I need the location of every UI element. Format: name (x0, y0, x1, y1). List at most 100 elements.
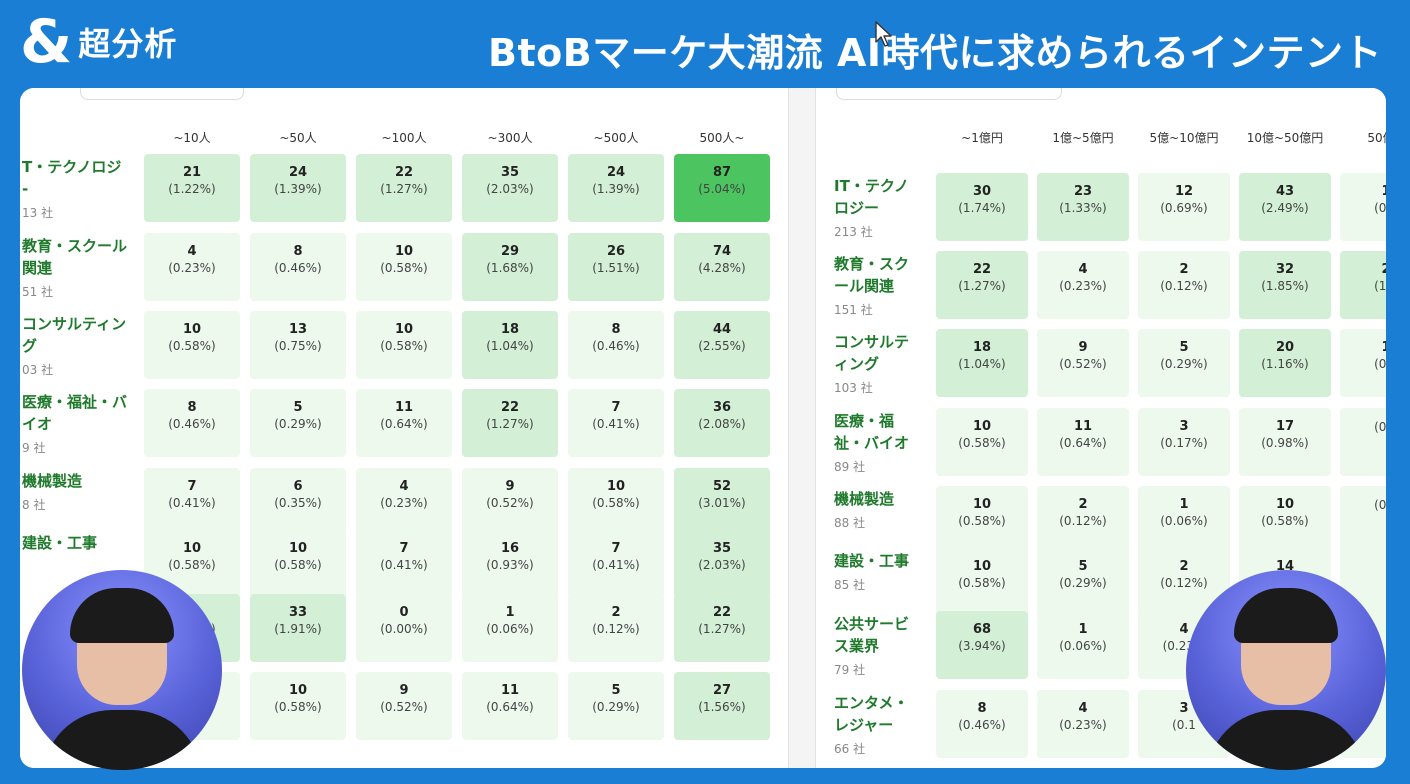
cell-count: 2 (1179, 262, 1189, 277)
heatmap-cell[interactable]: 52 (3.01%) (674, 468, 770, 536)
heatmap-cell[interactable]: 10 (0.58%) (936, 408, 1028, 476)
heatmap-cell[interactable]: 4 (0.23%) (356, 468, 452, 536)
heatmap-cell[interactable]: 33 (1.91%) (250, 594, 346, 662)
heatmap-cell[interactable]: 22 (1.27%) (462, 389, 558, 457)
cell-percentage: (0.8 (1374, 201, 1386, 215)
heatmap-cell[interactable]: 8 (0.46%) (936, 690, 1028, 758)
heatmap-cell[interactable]: 35 (2.03%) (674, 530, 770, 598)
heatmap-cell[interactable]: 2 (0.12%) (1138, 548, 1230, 616)
heatmap-cell[interactable]: 44 (2.55%) (674, 311, 770, 379)
heatmap-cell[interactable]: 1 (0.8 (1340, 173, 1386, 241)
heatmap-cell[interactable]: 32 (1.85%) (1239, 251, 1331, 319)
heatmap-cell[interactable]: 2 (0.12%) (1037, 486, 1129, 554)
heatmap-cell[interactable]: 11 (0.64%) (356, 389, 452, 457)
cell-count: 4 (1179, 622, 1189, 637)
heatmap-cell[interactable]: (0.4 (1340, 408, 1386, 476)
heatmap-cell[interactable]: 26 (1.51%) (568, 233, 664, 301)
heatmap-cell[interactable]: 3 (0.17%) (1138, 408, 1230, 476)
heatmap-cell[interactable]: 10 (0.58%) (1239, 486, 1331, 554)
heatmap-cell[interactable]: 6 (0.35%) (250, 468, 346, 536)
heatmap-cell[interactable]: 43 (2.49%) (1239, 173, 1331, 241)
heatmap-cell[interactable]: 2 (0.12%) (1138, 251, 1230, 319)
heatmap-cell[interactable]: 24 (1.39%) (568, 154, 664, 222)
heatmap-cell[interactable]: 1 (0.6 (1340, 329, 1386, 397)
heatmap-cell[interactable]: 7 (0.41%) (356, 530, 452, 598)
heatmap-cell[interactable]: 18 (1.04%) (936, 329, 1028, 397)
heatmap-cell[interactable]: 8 (0.46%) (250, 233, 346, 301)
heatmap-cell[interactable]: 4 (0.23%) (1037, 690, 1129, 758)
heatmap-cell[interactable]: 35 (2.03%) (462, 154, 558, 222)
cell-count: 2 (1381, 262, 1386, 277)
heatmap-cell[interactable]: (0.4 (1340, 486, 1386, 554)
heatmap-cell[interactable]: 9 (0.52%) (1037, 329, 1129, 397)
heatmap-cell[interactable]: 11 (0.64%) (1037, 408, 1129, 476)
heatmap-cell[interactable]: 24 (1.39%) (250, 154, 346, 222)
heatmap-cell[interactable]: 10 (0.58%) (250, 672, 346, 740)
cell-count: 22 (972, 262, 992, 277)
heatmap-cell[interactable]: 68 (3.94%) (936, 611, 1028, 679)
heatmap-cell[interactable]: 9 (0.52%) (462, 468, 558, 536)
heatmap-cell[interactable]: 5 (0.29%) (250, 389, 346, 457)
cell-count: 4 (1078, 701, 1088, 716)
heatmap-cell[interactable]: 1 (0.06%) (1138, 486, 1230, 554)
heatmap-cell[interactable]: 20 (1.16%) (1239, 329, 1331, 397)
heatmap-cell[interactable]: 18 (1.04%) (462, 311, 558, 379)
heatmap-cell[interactable]: 10 (0.58%) (936, 486, 1028, 554)
heatmap-cell[interactable]: 27 (1.56%) (674, 672, 770, 740)
tab-stub-left[interactable] (80, 88, 244, 100)
heatmap-cell[interactable]: 30 (1.74%) (936, 173, 1028, 241)
heatmap-cell[interactable]: 10 (0.58%) (568, 468, 664, 536)
heatmap-cell[interactable]: 7 (0.41%) (568, 389, 664, 457)
cell-count: 4 (187, 244, 197, 259)
cell-count: 8 (293, 244, 303, 259)
heatmap-cell[interactable]: 1 (0.06%) (1037, 611, 1129, 679)
heatmap-cell[interactable]: 13 (0.75%) (250, 311, 346, 379)
show-name: 超分析 (78, 25, 178, 63)
cell-percentage: (1.51%) (592, 261, 640, 275)
heatmap-cell[interactable]: 7 (0.41%) (568, 530, 664, 598)
heatmap-cell[interactable]: 10 (0.58%) (936, 548, 1028, 616)
heatmap-cell[interactable]: 74 (4.28%) (674, 233, 770, 301)
heatmap-cell[interactable]: 23 (1.33%) (1037, 173, 1129, 241)
heatmap-cell[interactable]: 87 (5.04%) (674, 154, 770, 222)
heatmap-cell[interactable]: 36 (2.08%) (674, 389, 770, 457)
cell-count: 10 (288, 683, 308, 698)
heatmap-cell[interactable]: 8 (0.46%) (144, 389, 240, 457)
heatmap-cell[interactable]: 12 (0.69%) (1138, 173, 1230, 241)
cell-percentage: (1.68%) (486, 261, 534, 275)
tab-stub-right[interactable] (836, 88, 1062, 100)
heatmap-cell[interactable]: 22 (1.27%) (674, 594, 770, 662)
heatmap-cell[interactable]: 1 (0.06%) (462, 594, 558, 662)
heatmap-cell[interactable]: 4 (0.23%) (144, 233, 240, 301)
heatmap-cell[interactable]: 2 (1.3 (1340, 251, 1386, 319)
heatmap-cell[interactable]: 10 (0.58%) (356, 233, 452, 301)
heatmap-cell[interactable]: 29 (1.68%) (462, 233, 558, 301)
cell-percentage: (2.03%) (698, 558, 746, 572)
heatmap-cell[interactable]: 5 (0.29%) (1037, 548, 1129, 616)
heatmap-cell[interactable]: 10 (0.58%) (144, 311, 240, 379)
cell-count: 10 (972, 559, 992, 574)
heatmap-cell[interactable]: 21 (1.22%) (144, 154, 240, 222)
cell-count: 7 (187, 479, 197, 494)
heatmap-cell[interactable]: 4 (0.23%) (1037, 251, 1129, 319)
heatmap-cell[interactable]: 10 (0.58%) (356, 311, 452, 379)
heatmap-cell[interactable]: 5 (0.29%) (568, 672, 664, 740)
heatmap-cell[interactable]: 5 (0.29%) (1138, 329, 1230, 397)
row-label: 機械製造 (834, 490, 895, 508)
heatmap-cell[interactable]: 8 (0.46%) (568, 311, 664, 379)
mouse-pointer-icon (875, 21, 892, 47)
heatmap-cell[interactable]: 2 (0.12%) (568, 594, 664, 662)
heatmap-cell[interactable]: 22 (1.27%) (356, 154, 452, 222)
column-header: 5億~10億円 (1149, 131, 1219, 145)
cell-count: 8 (611, 322, 621, 337)
heatmap-cell[interactable]: 22 (1.27%) (936, 251, 1028, 319)
heatmap-cell[interactable]: 7 (0.41%) (144, 468, 240, 536)
heatmap-cell[interactable]: 17 (0.98%) (1239, 408, 1331, 476)
heatmap-cell[interactable]: 9 (0.52%) (356, 672, 452, 740)
heatmap-cell[interactable]: 10 (0.58%) (250, 530, 346, 598)
heatmap-cell[interactable]: 0 (0.00%) (356, 594, 452, 662)
row-label: 建設・工事 (22, 534, 98, 552)
heatmap-cell[interactable]: 11 (0.64%) (462, 672, 558, 740)
cell-count: 1 (1381, 184, 1386, 199)
heatmap-cell[interactable]: 16 (0.93%) (462, 530, 558, 598)
